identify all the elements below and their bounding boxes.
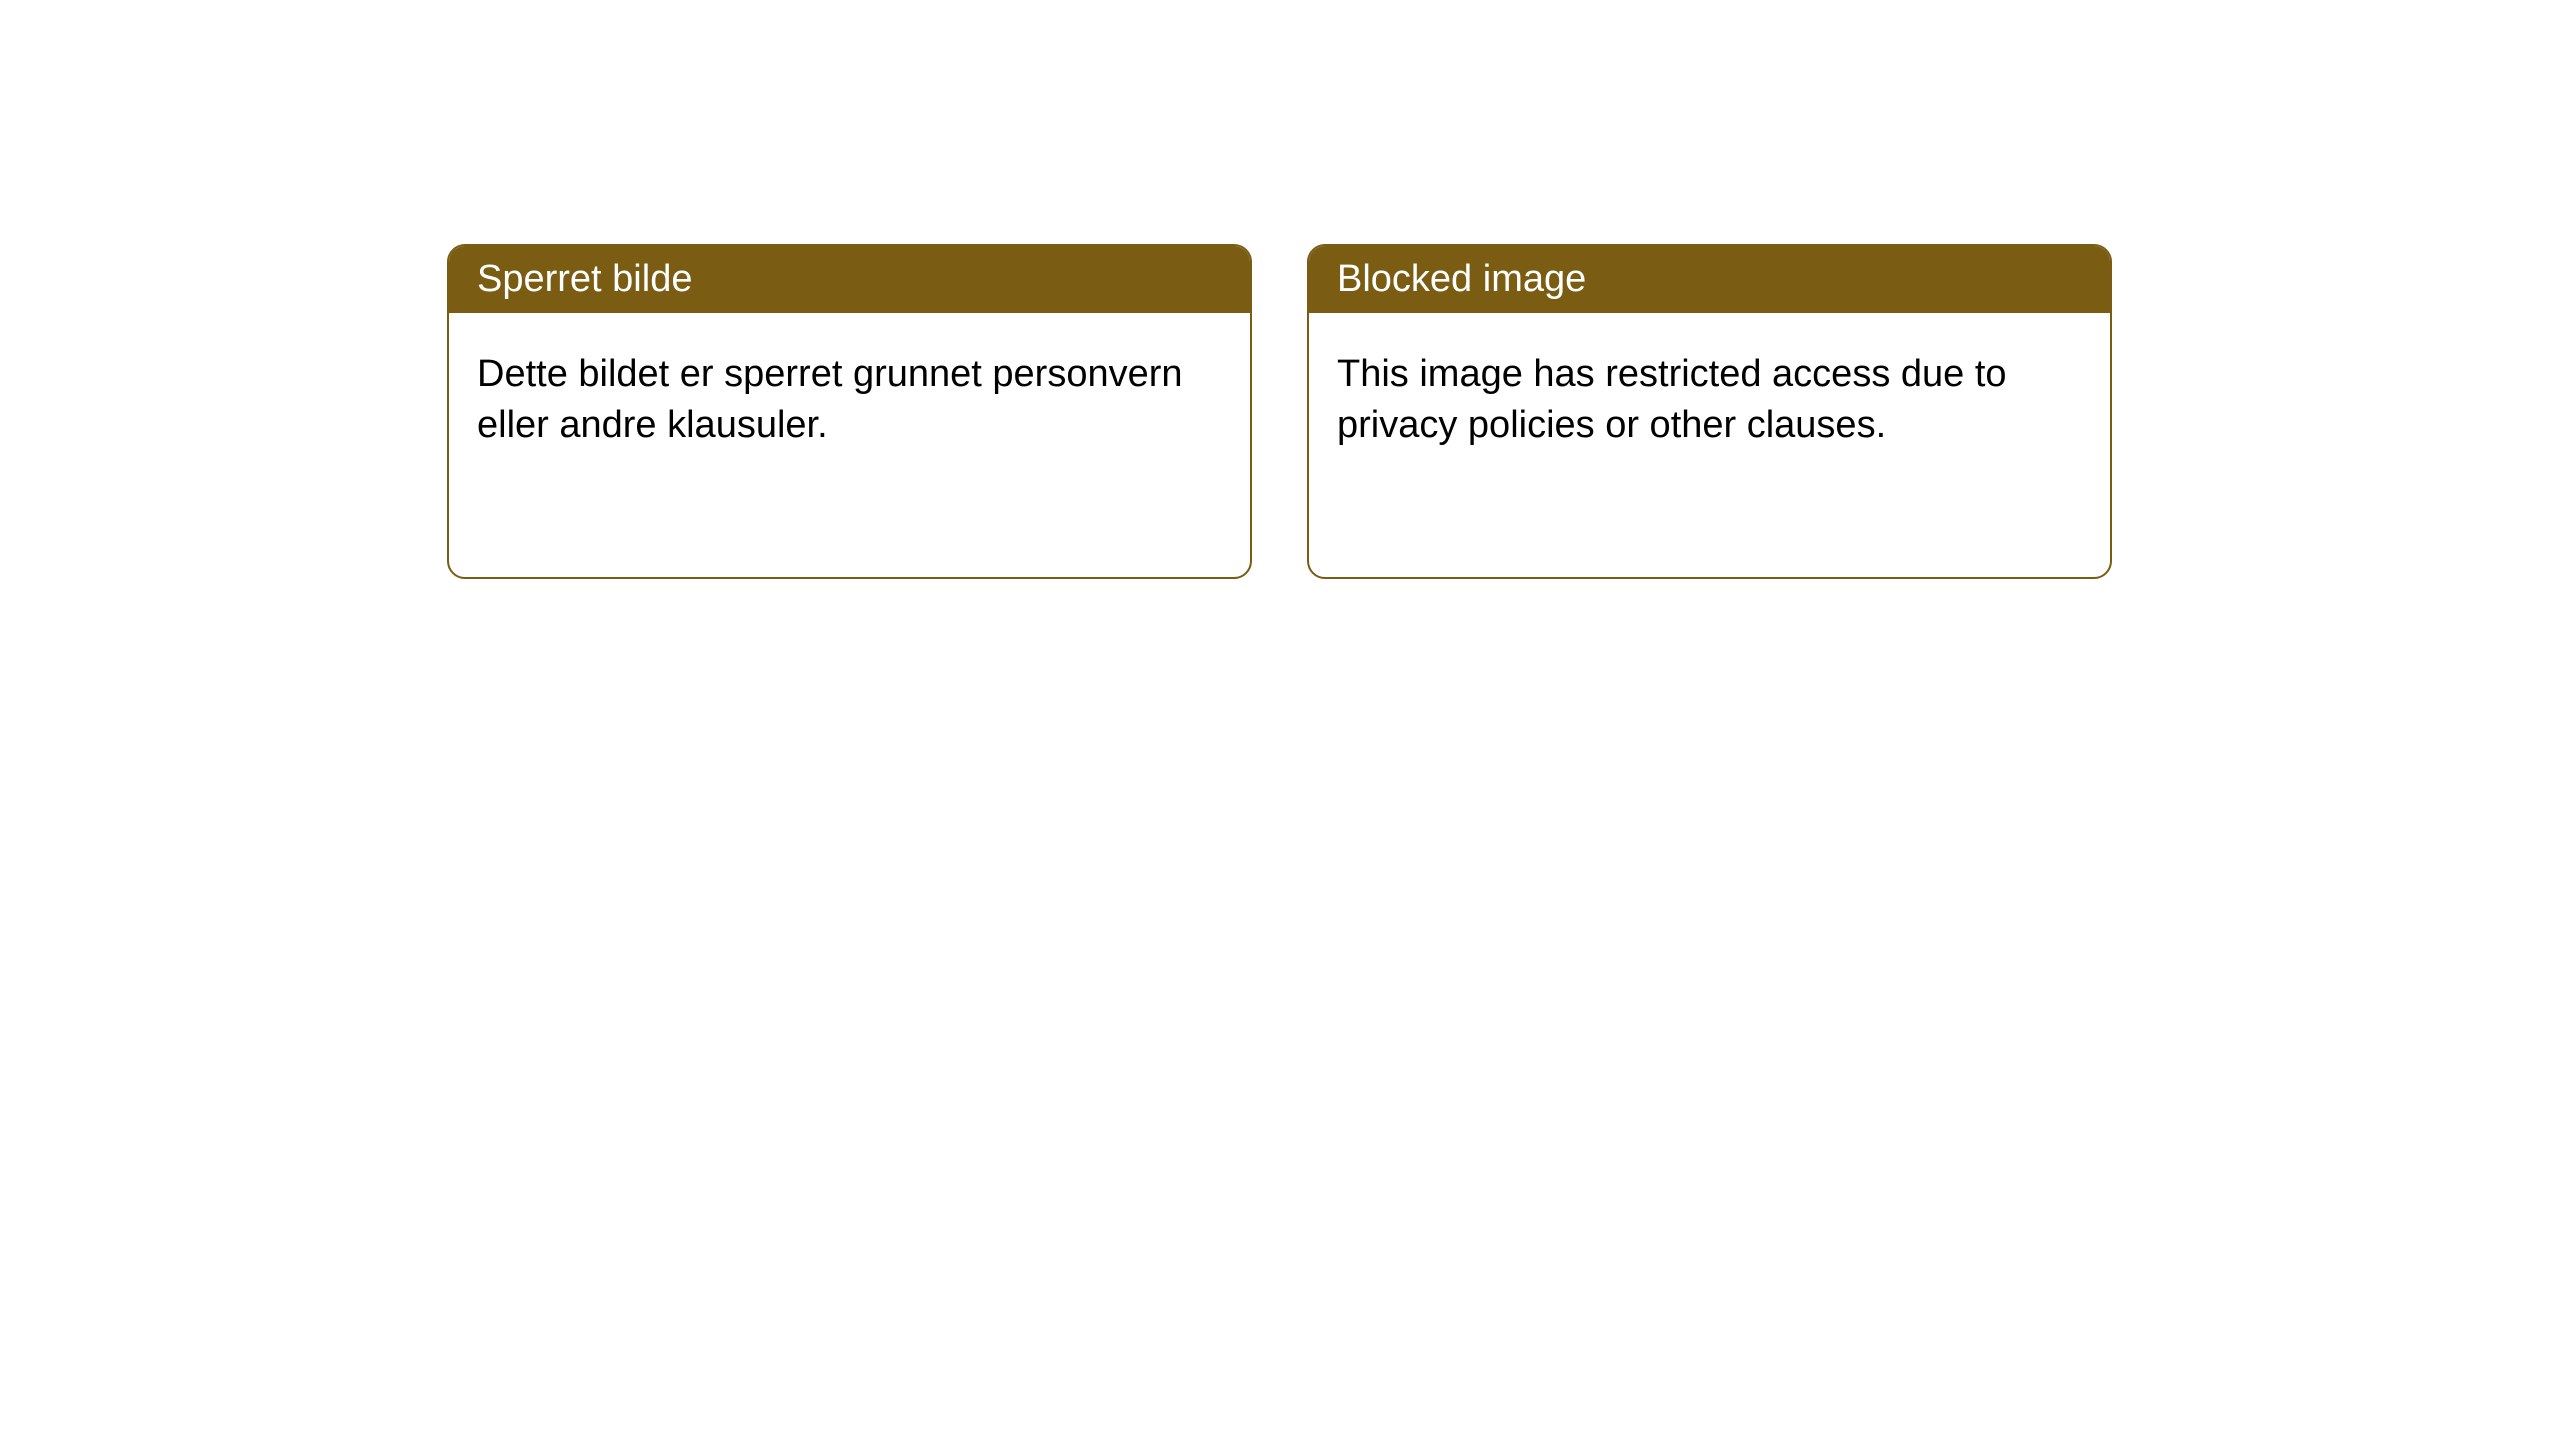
notice-title: Sperret bilde bbox=[477, 258, 692, 300]
notice-body: Dette bildet er sperret grunnet personve… bbox=[449, 313, 1250, 488]
notice-title: Blocked image bbox=[1337, 258, 1586, 300]
notice-card-norwegian: Sperret bilde Dette bildet er sperret gr… bbox=[447, 244, 1252, 579]
notice-body: This image has restricted access due to … bbox=[1309, 313, 2110, 488]
notice-body-text: This image has restricted access due to … bbox=[1337, 353, 2007, 446]
notice-body-text: Dette bildet er sperret grunnet personve… bbox=[477, 353, 1183, 446]
notice-container: Sperret bilde Dette bildet er sperret gr… bbox=[0, 0, 2560, 579]
notice-card-english: Blocked image This image has restricted … bbox=[1307, 244, 2112, 579]
notice-header: Blocked image bbox=[1309, 246, 2110, 313]
notice-header: Sperret bilde bbox=[449, 246, 1250, 313]
